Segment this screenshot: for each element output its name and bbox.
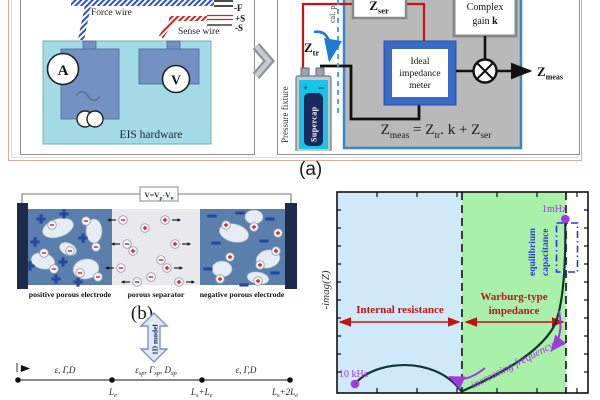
segment-mid-label: εsp, Γsp, Dsp	[135, 365, 177, 377]
red-wire-left	[301, 2, 353, 68]
segment-right-label: ε, Γ,D	[236, 365, 257, 375]
plot-frame	[336, 191, 589, 394]
eis-hardware-label: EIS hardware	[120, 129, 183, 141]
nyquist-plot: Internal resistance Warburg-type impedan…	[320, 191, 589, 394]
supercap-label: Supercap	[310, 106, 319, 142]
positive-electrode-label: positive porous electrode	[29, 290, 112, 299]
meter-line1: Ideal	[411, 57, 430, 67]
measurement-model-subpanel: Zser Complex gain k Ideal impedance mete…	[277, 0, 580, 155]
voltage-box	[139, 186, 179, 202]
frequency-direction-arrow-lower	[448, 367, 486, 390]
segment-left-label: ε, Γ,D	[55, 365, 76, 375]
meter-line3: meter	[409, 81, 431, 91]
red-wire-right	[406, 2, 426, 41]
one-d-axis: x ε, Γ,D εsp, Γsp, Dsp ε, Γ,D Le Ls+Le L…	[15, 363, 298, 399]
supercap-battery: + − Supercap	[295, 67, 332, 151]
sense-wire-hatched	[158, 16, 207, 39]
current-source-block	[60, 40, 120, 128]
voltage-label: V=Vp-Vn	[144, 191, 173, 202]
eis-hardware-subpanel: -F +S -S Force wire Sense wire A	[20, 0, 255, 155]
x-axis-ticks	[376, 192, 578, 393]
freq-start-point	[350, 379, 360, 389]
ideal-impedance-meter-box: Ideal impedance meter	[383, 40, 457, 106]
one-d-model-label: 1D model	[151, 324, 160, 355]
measurement-equation: Zmeas = Ztr. k + Zser	[381, 122, 493, 141]
supercap-plus-sign: +	[303, 83, 308, 93]
measurement-model-diagram: Zser Complex gain k Ideal impedance mete…	[280, 0, 563, 151]
y-axis-ticks	[337, 209, 588, 373]
equilibrium-label-line1: equilibrium	[528, 228, 538, 276]
voltmeter-letter: V	[171, 73, 181, 88]
ammeter-icon: A	[46, 52, 80, 86]
one-d-model-arrow: 1D model	[139, 312, 169, 363]
impedance-curve	[354, 221, 567, 393]
freq-end-point	[561, 214, 570, 224]
freq-end-label: 1mHz	[542, 204, 567, 215]
node-ls-2le-label: Ls+2Le	[271, 387, 298, 399]
transformer-icon	[76, 110, 104, 128]
terminal-stub-lines	[207, 0, 233, 26]
cal-plane-label: cal. p	[328, 6, 337, 23]
force-wire-hatched	[71, 0, 214, 41]
force-wire-label: Force wire	[91, 8, 132, 18]
warburg-region	[462, 192, 566, 393]
ac-source-sine-icon	[75, 90, 101, 102]
pressure-fixture-label: Pressure fixture	[280, 86, 290, 143]
z-ser-label: Zser	[369, 0, 389, 16]
black-wire	[320, 64, 421, 121]
current-collector-left	[17, 203, 28, 289]
supercap-schematic-panel: V=Vp-Vn	[15, 186, 298, 399]
voltage-wire	[21, 193, 292, 203]
node-ls-le-label: Ls+Le	[190, 387, 213, 399]
eis-hardware-schematic: -F +S -S Force wire Sense wire A	[42, 0, 245, 145]
node-le-label: Le	[108, 387, 117, 399]
sense-wire-label: Sense wire	[178, 27, 219, 37]
chevron-right-icon	[252, 43, 275, 79]
terminal-label-neg-s: -S	[235, 23, 243, 33]
terminal-label-neg-f: -F	[234, 3, 243, 13]
internal-resistance-region	[337, 192, 462, 393]
freq-start-label: 10 kHz	[339, 369, 369, 380]
pore-blobs	[30, 209, 281, 285]
negative-electrode-label: negative porous electrode	[200, 290, 285, 299]
z-meas-label: Zmeas	[537, 64, 563, 82]
z-tr-curved-arrow-icon	[313, 30, 343, 63]
separator-label: porous separator	[128, 290, 185, 299]
voltmeter-icon: V	[161, 64, 191, 94]
warburg-label-line2: impedance	[489, 305, 540, 317]
frequency-direction-arrow-upper	[550, 310, 567, 352]
equilibrium-label-line2: capacitance	[541, 229, 551, 277]
terminal-label-pos-s: +S	[235, 14, 245, 24]
complex-gain-line1: Complex	[467, 2, 504, 13]
panel-a-label: (a)	[299, 159, 323, 180]
multiplier-icon	[472, 58, 498, 84]
supercap-minus-sign: −	[318, 81, 325, 95]
warburg-label-line1: Warburg-type	[480, 291, 547, 303]
z-tr-label: Ztr	[304, 40, 320, 58]
z-ser-box	[351, 0, 408, 20]
y-axis-label: -imag(Z)	[320, 270, 332, 309]
equilibrium-capacitance-bracket	[555, 222, 579, 273]
complex-gain-line2: gain k	[472, 16, 498, 27]
ammeter-letter: A	[58, 63, 69, 79]
meter-line2: impedance	[399, 69, 440, 79]
current-collector-right	[285, 203, 297, 289]
internal-resistance-label: Internal resistance	[356, 304, 444, 316]
x-axis-marker: x	[19, 364, 24, 373]
